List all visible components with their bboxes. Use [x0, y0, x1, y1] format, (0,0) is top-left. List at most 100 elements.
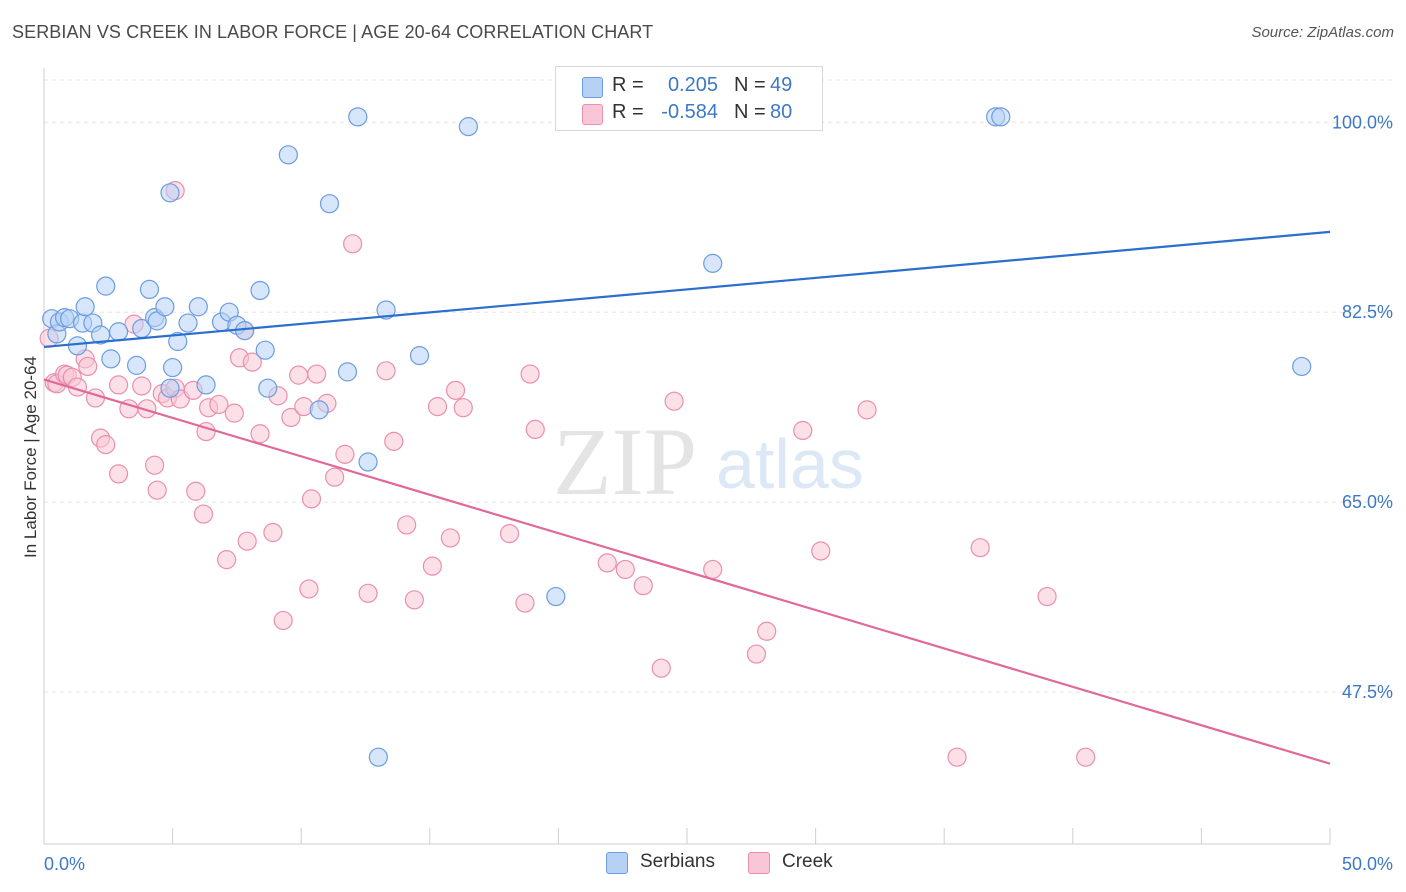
serbian-point — [703, 253, 723, 273]
serbian-point — [409, 346, 430, 366]
zipatlas-watermark: ZIP atlas — [553, 408, 864, 515]
creek-point — [209, 394, 229, 415]
creek-point — [217, 550, 237, 570]
creek-point — [422, 556, 442, 576]
creek-point — [1076, 747, 1096, 767]
y-tick-label: 82.5% — [1342, 302, 1393, 322]
serbian-point — [546, 586, 566, 607]
creek-point — [281, 407, 301, 428]
creek-point — [289, 365, 309, 385]
creek-point — [384, 431, 404, 451]
serbian-point — [126, 355, 147, 375]
creek-point — [78, 356, 98, 377]
creek-point — [440, 528, 460, 548]
creek-point — [664, 391, 684, 411]
x-tick-label: 50.0% — [1342, 854, 1393, 874]
x-tick-labels: 0.0% 50.0% — [44, 854, 1393, 874]
creek-point — [633, 576, 653, 596]
r-label: R = — [612, 74, 644, 96]
creek-point — [376, 361, 396, 381]
creek-point — [520, 364, 540, 384]
x-tick-label: 0.0% — [44, 854, 85, 874]
serbian-point — [348, 107, 368, 127]
serbian-point — [458, 117, 478, 137]
serbian-point — [991, 107, 1011, 127]
creek-point — [404, 590, 424, 610]
serbian-point — [160, 378, 180, 398]
creek-point — [651, 658, 671, 678]
creek-point — [615, 559, 635, 580]
serbian-point — [255, 340, 275, 360]
gridlines — [44, 79, 1392, 693]
creek-point — [757, 621, 777, 641]
creek-point — [857, 400, 877, 420]
serbian-point — [155, 297, 175, 317]
creek-point — [597, 553, 617, 573]
creek-point — [703, 559, 723, 580]
trendlines — [43, 230, 1331, 765]
y-tick-labels: 47.5% 65.0% 82.5% 100.0% — [1332, 112, 1393, 702]
creek-point — [294, 397, 314, 417]
creek-point — [947, 747, 967, 767]
serbian-point — [178, 313, 198, 333]
serbian-point — [337, 362, 358, 382]
serbian-point — [368, 747, 388, 767]
creek-point — [186, 481, 206, 501]
stats-legend: R = 0.205 N = 49 R = -0.584 N = 80 — [555, 66, 823, 131]
serbians-trendline — [43, 230, 1331, 349]
legend-row-serbians: R = 0.205 N = 49 — [556, 74, 822, 100]
creek-point — [144, 455, 165, 475]
creek-point — [250, 424, 270, 444]
serbian-point — [101, 349, 121, 369]
creek-point — [301, 489, 322, 509]
y-tick-label: 47.5% — [1342, 682, 1393, 702]
creek-point — [811, 541, 831, 561]
creek-point — [793, 420, 813, 441]
serbian-point — [196, 375, 216, 395]
creek-point — [96, 435, 116, 455]
creek-point — [358, 583, 378, 603]
serbian-point — [376, 300, 396, 320]
serbian-point — [139, 279, 160, 300]
serbian-point — [319, 194, 340, 214]
creek-point — [273, 610, 293, 631]
serbian-point — [67, 336, 88, 356]
n-value: 49 — [770, 74, 793, 96]
serbian-points — [42, 107, 1312, 767]
serbian-point — [1292, 356, 1312, 377]
y-tick-label: 100.0% — [1332, 112, 1393, 132]
creek-point — [427, 397, 448, 417]
serbian-point — [258, 378, 278, 398]
serbian-point — [96, 276, 116, 296]
creek-point — [147, 480, 167, 500]
serbian-point — [168, 331, 188, 352]
serbian-point — [278, 145, 298, 165]
creek-point — [108, 464, 129, 484]
r-value: 0.205 — [667, 74, 718, 96]
source-note: Source: ZipAtlas.com — [1251, 24, 1394, 41]
creek-point — [237, 531, 257, 551]
creek-point — [242, 352, 262, 372]
watermark-atlas: atlas — [716, 425, 864, 503]
serbians-legend-swatch — [606, 852, 628, 874]
creek-point — [132, 376, 152, 396]
serbian-point — [108, 322, 129, 342]
creek-legend-label: Creek — [782, 851, 833, 872]
serbian-point — [188, 297, 208, 317]
r-label: R = — [612, 101, 644, 123]
serbian-point — [163, 357, 183, 378]
chart-title: SERBIAN VS CREEK IN LABOR FORCE | AGE 20… — [12, 22, 654, 42]
creek-point — [515, 593, 535, 613]
creek-point — [108, 375, 129, 395]
legend-row-creek: R = -0.584 N = 80 — [556, 101, 822, 127]
creek-point — [343, 234, 363, 254]
serbian-point — [160, 183, 180, 203]
creek-point — [85, 388, 106, 408]
creek-point — [263, 522, 283, 543]
x-ticks — [43, 828, 1331, 844]
serbian-point — [75, 297, 95, 317]
creek-point — [335, 444, 355, 464]
y-axis-title: In Labor Force | Age 20-64 — [21, 356, 40, 558]
serbians-legend-label: Serbians — [640, 851, 715, 872]
